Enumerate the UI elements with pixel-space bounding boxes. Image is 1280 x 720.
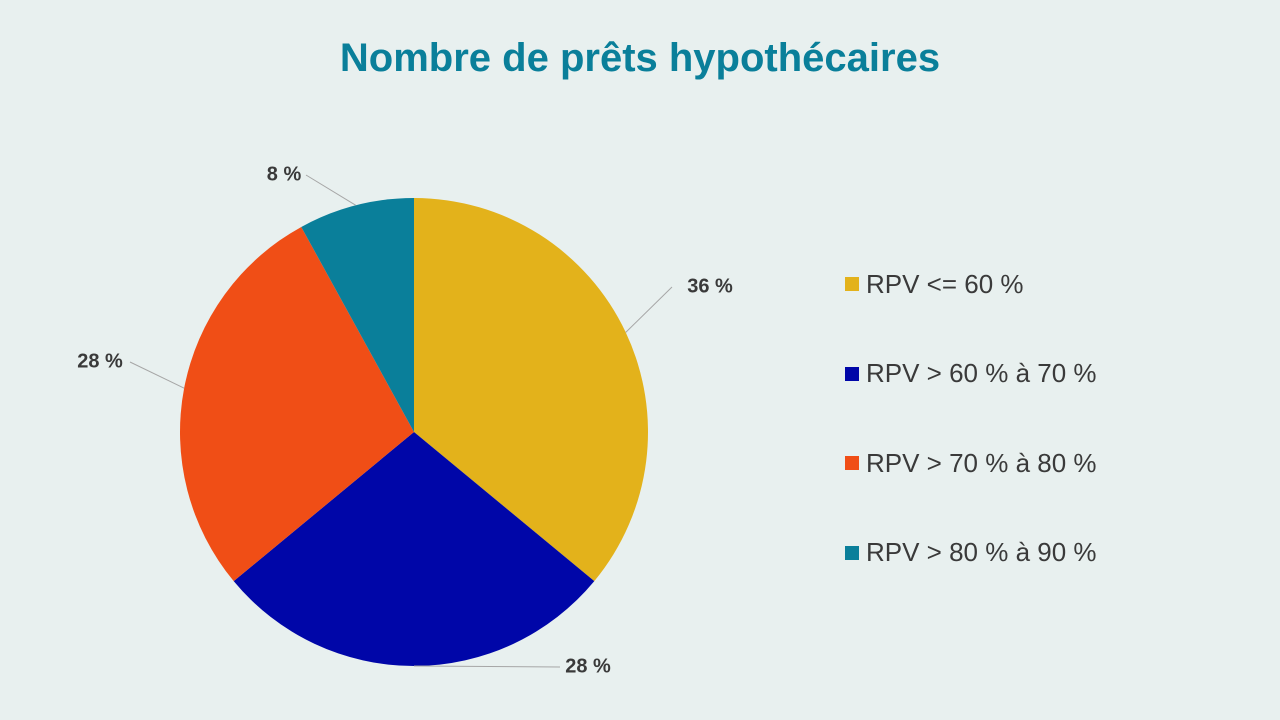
legend-label: RPV > 60 % à 70 % bbox=[866, 358, 1097, 388]
legend-item: RPV <= 60 % bbox=[845, 262, 1097, 306]
legend-swatch bbox=[845, 277, 859, 291]
chart-title: Nombre de prêts hypothécaires bbox=[339, 36, 941, 80]
leader-line bbox=[413, 665, 561, 668]
data-label: 28 % bbox=[77, 350, 123, 372]
leader-lines bbox=[129, 174, 673, 668]
legend-item: RPV > 60 % à 70 % bbox=[845, 352, 1097, 396]
legend-label: RPV > 80 % à 90 % bbox=[866, 537, 1097, 567]
legend-item: RPV > 70 % à 80 % bbox=[845, 441, 1097, 485]
pie-slice bbox=[414, 198, 649, 582]
legend-swatch bbox=[845, 366, 859, 381]
data-labels: 36 % 28 % 28 % 8 % bbox=[77, 163, 733, 677]
pie-slice bbox=[180, 226, 414, 582]
pie-slices bbox=[180, 198, 649, 666]
legend-swatch bbox=[845, 545, 859, 560]
legend-item: RPV > 80 % à 90 % bbox=[845, 531, 1097, 575]
leader-line bbox=[305, 174, 357, 206]
pie-slice bbox=[233, 432, 595, 666]
data-label: 28 % bbox=[565, 655, 611, 677]
leader-line bbox=[625, 286, 673, 333]
legend-label: RPV > 70 % à 80 % bbox=[866, 447, 1097, 478]
leader-line bbox=[129, 361, 185, 389]
data-label: 36 % bbox=[687, 275, 733, 297]
legend-label: RPV <= 60 % bbox=[866, 268, 1024, 299]
pie-slice bbox=[301, 198, 414, 432]
legend: RPV <= 60 % RPV > 60 % à 70 % RPV > 70 %… bbox=[845, 262, 1097, 620]
data-label: 8 % bbox=[267, 163, 302, 185]
legend-swatch bbox=[845, 456, 859, 470]
